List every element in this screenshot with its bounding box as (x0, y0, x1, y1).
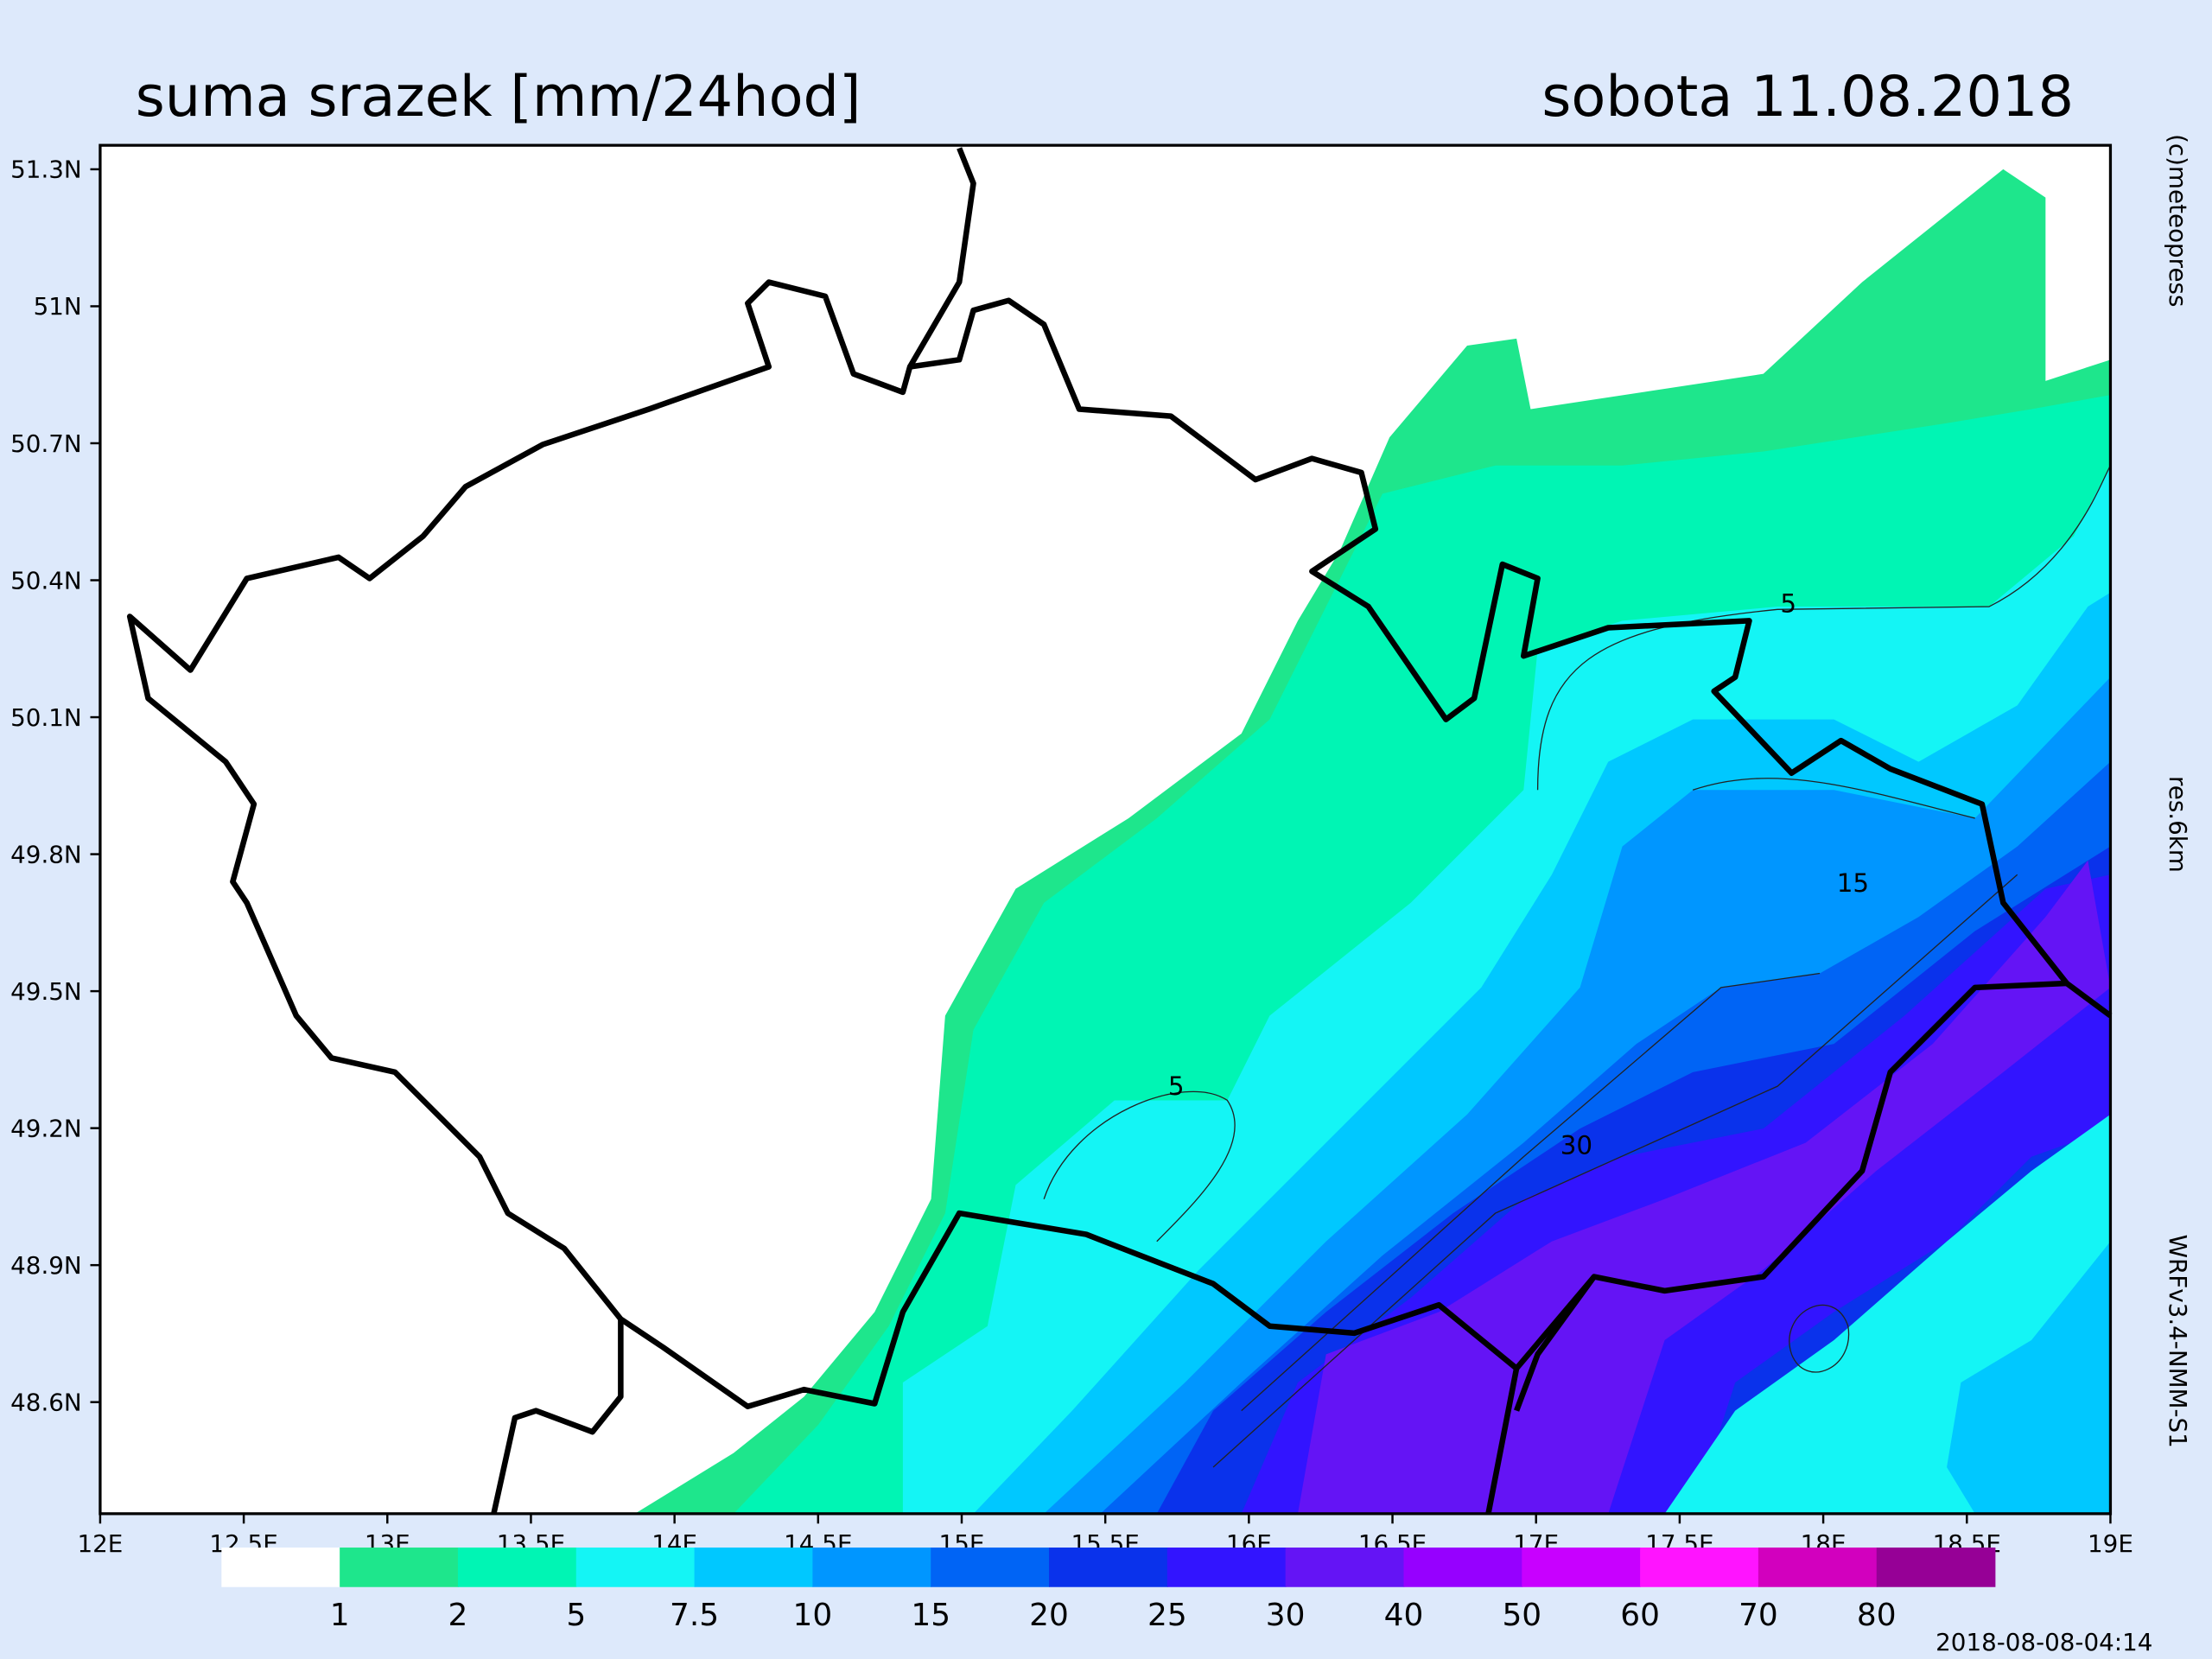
legend-swatch (1876, 1548, 1996, 1587)
legend-swatch (340, 1548, 459, 1587)
contour-label: 30 (1560, 1131, 1592, 1160)
legend-swatch (221, 1548, 340, 1587)
legend-label: 15 (911, 1598, 950, 1633)
latitude-label: 48.9N (10, 1251, 82, 1280)
latitude-label: 49.5N (10, 977, 82, 1006)
legend-label: 70 (1738, 1598, 1778, 1633)
legend-swatch (1640, 1548, 1759, 1587)
precipitation-field (634, 168, 2111, 1514)
map-date: sobota 11.08.2018 (1541, 64, 2074, 130)
latitude-label: 49.8N (10, 840, 82, 868)
legend-swatch (1285, 1548, 1405, 1587)
contour-line (1789, 1304, 1850, 1373)
legend-label: 40 (1384, 1598, 1424, 1633)
copyright: (c)meteopress (2164, 134, 2192, 307)
contour-label: 5 (1780, 589, 1796, 619)
legend-swatch (931, 1548, 1050, 1587)
longitude-label: 19E (2088, 1529, 2133, 1558)
contour-line (1043, 778, 1975, 1243)
czech-border (126, 279, 2070, 1410)
legend-label: 10 (793, 1598, 833, 1633)
timestamp: 2018-08-08-04:14 (1936, 1628, 2152, 1656)
legend-swatch (1049, 1548, 1168, 1587)
country-borders (126, 147, 2113, 1515)
legend-label: 7.5 (670, 1598, 719, 1633)
legend-swatch (1166, 1548, 1287, 1587)
other-border (491, 147, 2113, 1515)
contour-label: 15 (1837, 868, 1869, 898)
latitude-label: 48.6N (10, 1388, 82, 1416)
contour-label: 5 (1168, 1071, 1185, 1101)
contour-line (1536, 465, 2111, 791)
contour-line (1212, 874, 2018, 1468)
longitude-label: 12E (77, 1529, 123, 1558)
legend-swatch (575, 1548, 696, 1587)
latitude-label: 50.4N (10, 566, 82, 594)
legend-label: 20 (1029, 1598, 1069, 1633)
legend-swatch (1522, 1548, 1641, 1587)
model-name: WRFv3.4-NMM-S1 (2164, 1235, 2192, 1448)
legend-label: 2 (448, 1598, 468, 1633)
legend-label: 30 (1266, 1598, 1306, 1633)
resolution: res.6km (2164, 776, 2192, 873)
legend-label: 60 (1620, 1598, 1660, 1633)
precip-band (1298, 860, 2111, 1514)
latitude-label: 51N (34, 292, 82, 321)
map-title: suma srazek [mm/24hod] (136, 64, 861, 130)
legend-swatch (812, 1548, 932, 1587)
latitude-label: 50.1N (10, 703, 82, 732)
legend-swatch (694, 1548, 814, 1587)
precip-band (1947, 1241, 2111, 1514)
legend-label: 80 (1857, 1598, 1897, 1633)
legend-swatch (1403, 1548, 1523, 1587)
legend-label: 25 (1147, 1598, 1187, 1633)
latitude-label: 51.3N (10, 156, 82, 184)
legend-label: 1 (330, 1598, 350, 1633)
legend-label: 5 (566, 1598, 586, 1633)
latitude-label: 49.2N (10, 1114, 82, 1142)
legend-label: 50 (1502, 1598, 1541, 1633)
latitude-label: 50.7N (10, 429, 82, 458)
legend-swatch (457, 1548, 577, 1587)
legend-swatch (1758, 1548, 1878, 1587)
